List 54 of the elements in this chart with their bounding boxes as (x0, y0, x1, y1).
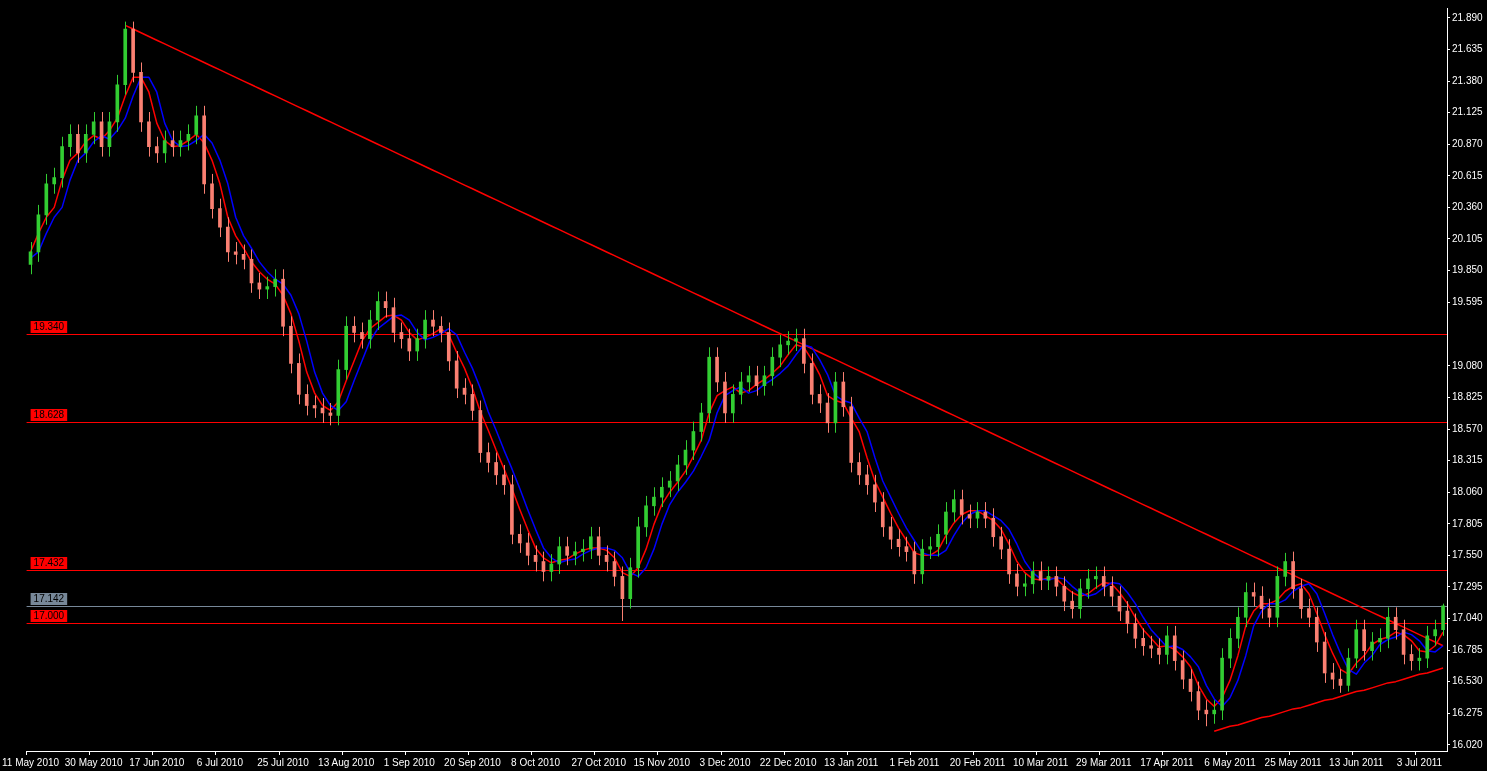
x-tick-label: 15 Nov 2010 (633, 756, 691, 768)
x-tick-label: 30 May 2010 (64, 756, 124, 768)
candlestick (573, 541, 577, 566)
ref-line-label: 18.628 (33, 409, 65, 421)
x-tick-label: 17 Jun 2010 (129, 756, 185, 768)
y-tick-label: 20.105 (1452, 232, 1484, 244)
x-tick-label: 25 May 2011 (1264, 756, 1323, 768)
x-tick-label: 17 Apr 2011 (1140, 756, 1194, 768)
y-tick-label: 19.850 (1452, 264, 1484, 276)
x-tick-label: 20 Feb 2011 (949, 756, 1006, 768)
x-tick-label: 3 Jul 2011 (1396, 756, 1443, 768)
x-tick-label: 13 Jan 2011 (824, 756, 879, 768)
candlestick (1149, 635, 1153, 659)
y-tick-label: 20.870 (1452, 137, 1484, 149)
x-tick-label: 29 Mar 2011 (1076, 756, 1132, 768)
x-tick-label: 8 Oct 2010 (511, 756, 561, 768)
ref-line-label: 17.142 (33, 593, 65, 605)
y-tick-label: 18.060 (1452, 485, 1484, 497)
y-tick-label: 17.550 (1452, 549, 1484, 561)
candlestick (1022, 573, 1027, 597)
x-tick-label: 13 Aug 2010 (318, 756, 375, 768)
x-tick-label: 1 Sep 2010 (383, 756, 436, 768)
y-tick-label: 17.805 (1452, 517, 1484, 529)
y-tick-label: 16.530 (1452, 675, 1484, 687)
y-tick-label: 16.785 (1452, 643, 1484, 655)
y-tick-label: 18.315 (1452, 454, 1484, 466)
y-tick-label: 21.125 (1452, 106, 1484, 118)
y-tick-label: 18.570 (1452, 422, 1484, 434)
x-tick-label: 10 Mar 2011 (1012, 756, 1069, 768)
x-tick-label: 25 Jul 2010 (257, 756, 310, 768)
x-tick-label: 22 Dec 2010 (759, 756, 817, 768)
x-tick-label: 20 Sep 2010 (444, 756, 502, 768)
y-tick-label: 19.595 (1452, 295, 1484, 307)
x-tick-label: 6 May 2011 (1204, 756, 1257, 768)
y-tick-label: 17.295 (1452, 580, 1484, 592)
ref-line-label: 19.340 (33, 321, 65, 333)
x-tick-label: 13 Jun 2011 (1329, 756, 1384, 768)
y-tick-label: 17.040 (1452, 612, 1484, 624)
x-tick-label: 11 May 2010 (2, 756, 60, 768)
y-tick-label: 20.360 (1452, 201, 1484, 213)
x-tick-label: 6 Jul 2010 (196, 756, 244, 768)
ref-line-label: 17.432 (33, 557, 65, 569)
ref-line-label: 17.000 (33, 610, 65, 622)
y-tick-label: 18.825 (1452, 391, 1484, 403)
y-tick-label: 21.380 (1452, 74, 1484, 86)
y-tick-label: 16.275 (1452, 706, 1484, 718)
y-tick-label: 21.635 (1452, 43, 1484, 55)
x-tick-label: 27 Oct 2010 (571, 756, 627, 768)
x-tick-label: 1 Feb 2011 (889, 756, 940, 768)
y-tick-label: 21.890 (1452, 11, 1484, 23)
y-tick-label: 20.615 (1452, 169, 1484, 181)
x-tick-label: 3 Dec 2010 (699, 756, 751, 768)
y-tick-label: 16.020 (1452, 738, 1484, 750)
y-tick-label: 19.080 (1452, 359, 1484, 371)
